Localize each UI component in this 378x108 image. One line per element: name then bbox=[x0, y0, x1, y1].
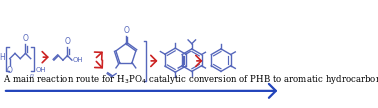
Text: n: n bbox=[30, 73, 34, 78]
Text: A main reaction route for H$_3$PO$_4$ catalytic conversion of PHB to aromatic hy: A main reaction route for H$_3$PO$_4$ ca… bbox=[3, 73, 378, 86]
Text: O: O bbox=[23, 34, 29, 43]
Text: OH: OH bbox=[35, 67, 46, 73]
Text: O: O bbox=[123, 26, 129, 35]
Text: H: H bbox=[0, 53, 5, 62]
Text: OH: OH bbox=[73, 57, 83, 63]
Text: O: O bbox=[7, 66, 13, 75]
Text: O: O bbox=[65, 37, 71, 46]
